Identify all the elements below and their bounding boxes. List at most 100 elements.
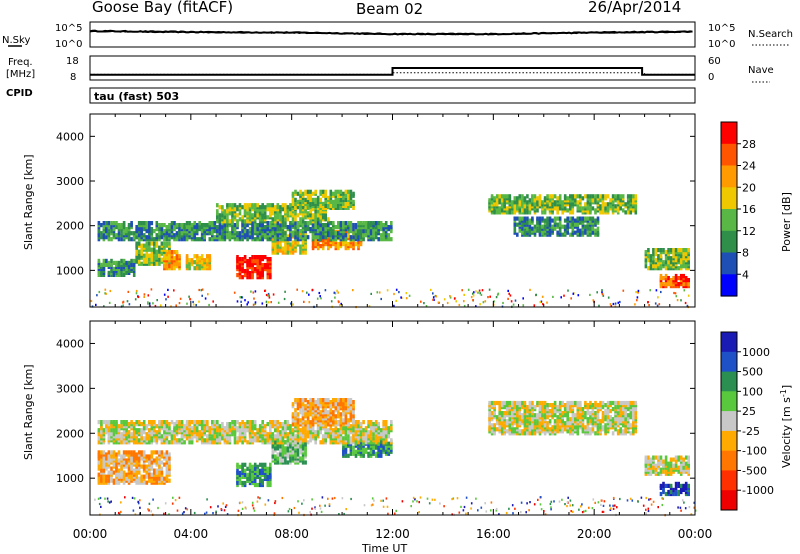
data-cell	[589, 220, 592, 225]
scatter-cell	[472, 294, 475, 297]
data-cell	[195, 426, 199, 431]
data-cell	[357, 231, 360, 236]
data-cell	[132, 272, 136, 277]
data-cell	[168, 241, 171, 246]
data-cell	[344, 197, 348, 202]
data-cell	[548, 216, 552, 221]
data-cell	[238, 476, 242, 481]
data-cell	[165, 464, 169, 469]
noise-left-tick-top: 10^5	[55, 23, 82, 34]
scatter-cell	[435, 295, 437, 298]
data-cell	[314, 219, 317, 224]
scatter-cell	[283, 297, 286, 301]
data-cell	[311, 428, 315, 433]
data-cell	[178, 438, 181, 443]
scatter-cell	[127, 290, 130, 293]
data-cell	[352, 242, 355, 247]
data-cell	[281, 458, 285, 463]
data-cell	[122, 470, 126, 475]
data-cell	[203, 223, 206, 228]
data-cell	[324, 398, 327, 403]
scatter-cell	[540, 300, 543, 303]
data-cell	[107, 420, 111, 425]
colorbar-tick-label: 8	[742, 247, 749, 260]
nave-line	[90, 72, 695, 75]
data-cell	[334, 420, 338, 425]
data-cell	[281, 246, 285, 251]
scatter-cell	[126, 300, 129, 303]
power-panel-data	[90, 189, 690, 309]
data-cell	[596, 230, 600, 235]
scatter-cell	[135, 289, 138, 293]
scatter-cell	[195, 304, 197, 307]
data-cell	[344, 233, 348, 238]
data-cell	[324, 203, 327, 208]
data-cell	[248, 231, 252, 236]
data-cell	[130, 470, 133, 475]
scatter-cell	[601, 289, 603, 292]
data-cell	[158, 450, 161, 455]
data-cell	[253, 462, 257, 467]
data-cell	[137, 438, 141, 443]
data-cell	[576, 194, 580, 199]
data-cell	[374, 221, 378, 226]
data-cell	[321, 238, 325, 243]
data-cell	[296, 225, 300, 230]
scatter-cell	[303, 300, 305, 303]
data-cell	[163, 254, 166, 259]
data-cell	[253, 420, 257, 425]
scatter-cell	[240, 300, 242, 303]
data-cell	[148, 245, 151, 250]
scatter-cell	[152, 302, 154, 305]
data-cell	[137, 456, 141, 461]
scatter-cell	[292, 303, 294, 306]
data-cell	[344, 237, 348, 242]
data-cell	[228, 211, 232, 216]
data-cell	[251, 231, 254, 236]
data-cell	[233, 436, 237, 441]
scatter-cell	[150, 288, 153, 291]
data-cell	[251, 255, 254, 260]
data-cell	[284, 235, 287, 240]
scatter-cell	[154, 304, 157, 308]
data-cell	[536, 400, 539, 406]
data-cell	[248, 468, 252, 473]
data-cell	[291, 412, 295, 417]
noise-panel-frame	[89, 21, 696, 48]
data-cell	[163, 264, 166, 269]
data-cell	[195, 254, 199, 259]
data-cell	[369, 436, 373, 441]
data-cell	[173, 440, 176, 445]
data-cell	[200, 223, 204, 228]
data-cell	[180, 428, 184, 433]
data-cell	[158, 428, 161, 433]
data-cell	[120, 470, 123, 475]
data-cell	[624, 202, 627, 207]
data-cell	[100, 223, 103, 228]
data-cell	[213, 420, 217, 425]
data-cell	[203, 231, 206, 236]
data-cell	[611, 200, 615, 205]
data-cell	[324, 434, 327, 439]
data-cell	[576, 220, 580, 225]
data-cell	[329, 189, 333, 194]
data-cell	[236, 440, 239, 445]
data-cell	[301, 412, 305, 417]
data-cell	[135, 472, 138, 477]
data-cell	[493, 196, 496, 201]
data-cell	[304, 250, 307, 255]
data-cell	[521, 230, 524, 235]
data-cell	[168, 456, 171, 461]
data-cell	[246, 207, 249, 212]
data-cell	[185, 420, 189, 425]
data-cell	[591, 216, 595, 221]
data-cell	[379, 432, 383, 437]
data-cell	[286, 237, 290, 242]
data-cell	[198, 420, 201, 425]
data-cell	[311, 231, 315, 236]
data-cell	[337, 221, 340, 226]
data-cell	[329, 203, 333, 208]
data-cell	[243, 231, 247, 236]
data-cell	[253, 267, 257, 272]
data-cell	[319, 189, 322, 194]
